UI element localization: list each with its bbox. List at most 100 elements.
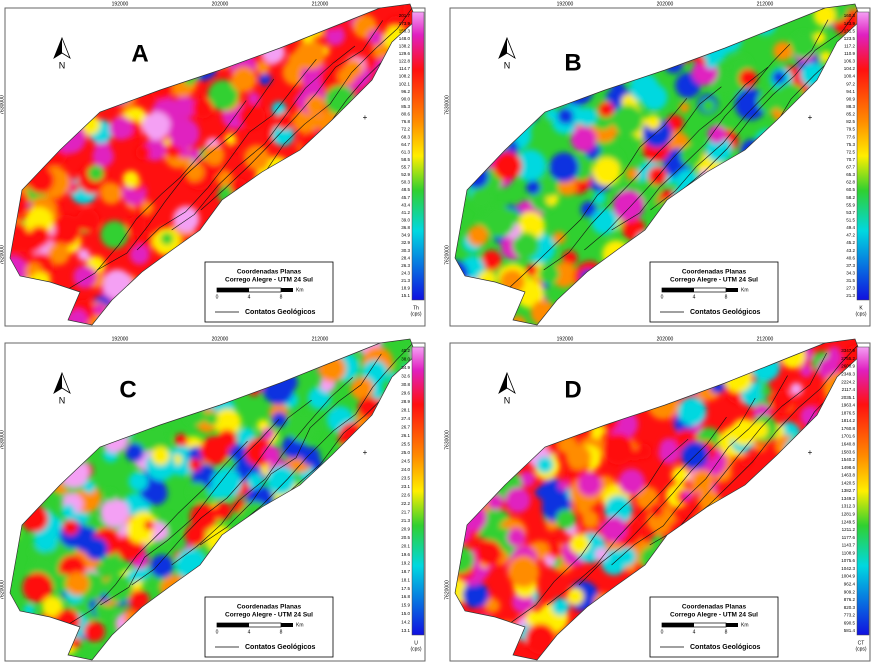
colorbar-label: 1876.5 xyxy=(841,410,855,415)
crosshair: + xyxy=(363,113,368,122)
colorbar-label: 72.2 xyxy=(401,127,410,132)
colorbar-label: 32.9 xyxy=(401,240,410,245)
colorbar-unit: (cps) xyxy=(410,311,421,317)
anomaly xyxy=(239,103,265,129)
colorbar-label: 876.2 xyxy=(844,597,856,602)
scale-label: 4 xyxy=(693,629,696,635)
anomaly xyxy=(88,165,104,181)
anomaly xyxy=(168,118,199,149)
colorbar-label: 27.3 xyxy=(846,286,855,291)
anomaly xyxy=(507,528,525,546)
north-label: N xyxy=(59,395,66,405)
scale-bar-black xyxy=(281,288,293,292)
colorbar-label: 40.6 xyxy=(846,255,855,260)
colorbar-label: 60.5 xyxy=(846,187,855,192)
crosshair: + xyxy=(363,448,368,457)
north-label: N xyxy=(504,395,511,405)
colorbar-label: 75.3 xyxy=(846,142,855,147)
scale-label: 8 xyxy=(280,629,283,635)
scale-bar-black xyxy=(726,288,738,292)
colorbar-label: 106.3 xyxy=(844,59,856,64)
anomaly xyxy=(129,472,148,491)
colorbar-label: 34.9 xyxy=(401,365,410,370)
colorbar-label: 32.6 xyxy=(401,374,410,379)
colorbar-label: 40.2 xyxy=(401,348,410,353)
colorbar-label: 20.9 xyxy=(401,526,410,531)
x-coordinate: 202000 xyxy=(657,1,674,7)
colorbar-label: 18.9 xyxy=(401,286,410,291)
colorbar-label: 160.3 xyxy=(844,13,856,18)
legend: Coordenadas PlanasCorrego Alegre - UTM 2… xyxy=(650,262,778,322)
colorbar-label: 26.3 xyxy=(401,263,410,268)
scale-bar-black xyxy=(662,288,694,292)
colorbar xyxy=(412,347,424,635)
anomaly xyxy=(558,108,574,124)
x-coordinate: 202000 xyxy=(657,336,674,342)
anomaly xyxy=(613,190,644,221)
figure: 19200020200021200076300007620000+NACoord… xyxy=(0,0,875,662)
colorbar-label: 79.5 xyxy=(846,127,855,132)
colorbar-label: 43.4 xyxy=(401,202,410,207)
anomaly xyxy=(618,469,644,495)
anomaly xyxy=(771,391,794,414)
colorbar-label: 41.2 xyxy=(401,210,410,215)
colorbar-label: 36.8 xyxy=(401,225,410,230)
anomaly xyxy=(229,142,240,153)
colorbar-label: 1814.2 xyxy=(841,418,855,423)
colorbar-label: 18.7 xyxy=(401,569,410,574)
colorbar-label: 47.2 xyxy=(846,233,855,238)
anomaly xyxy=(549,152,579,182)
anomaly xyxy=(828,346,840,358)
anomaly xyxy=(105,490,116,501)
colorbar-label: 90.0 xyxy=(401,96,410,101)
anomaly xyxy=(301,447,320,466)
anomaly xyxy=(505,487,531,513)
colorbar-label: 31.5 xyxy=(846,278,855,283)
colorbar-label: 45.2 xyxy=(846,240,855,245)
colorbar-label: 962.4 xyxy=(844,582,856,587)
colorbar-label: 2117.4 xyxy=(842,387,856,392)
scale-label: 4 xyxy=(693,294,696,300)
colorbar-unit: (cps) xyxy=(855,646,866,652)
anomaly xyxy=(760,385,772,397)
colorbar-label: 25.0 xyxy=(401,450,410,455)
contact-label: Contatos Geológicos xyxy=(245,644,316,651)
colorbar-label: 1075.6 xyxy=(841,558,855,563)
panel-letter: B xyxy=(564,49,581,76)
colorbar-label: 104.2 xyxy=(844,66,856,71)
anomaly xyxy=(189,458,202,471)
colorbar-label: 85.2 xyxy=(846,112,855,117)
anomaly xyxy=(189,148,201,160)
colorbar-label: 25.5 xyxy=(401,442,410,447)
colorbar-label: 70.7 xyxy=(846,157,855,162)
colorbar-label: 21.7 xyxy=(401,509,410,514)
anomaly xyxy=(142,112,170,140)
colorbar-label: 24.0 xyxy=(401,467,410,472)
anomaly xyxy=(578,108,597,127)
anomaly xyxy=(29,226,50,247)
colorbar-label: 28.4 xyxy=(401,255,410,260)
anomaly xyxy=(188,482,208,502)
anomaly xyxy=(552,598,569,615)
anomaly xyxy=(125,443,144,462)
colorbar-label: 1143.7 xyxy=(842,543,856,548)
x-coordinate: 192000 xyxy=(112,336,129,342)
x-coordinate: 202000 xyxy=(212,336,229,342)
anomaly xyxy=(476,540,502,566)
scale-unit: Km xyxy=(296,287,304,293)
anomaly xyxy=(73,265,96,288)
colorbar-label: 58.2 xyxy=(846,195,855,200)
y-coordinate: 7630000 xyxy=(444,95,450,115)
colorbar-label: 117.2 xyxy=(844,43,855,48)
colorbar-label: 2755.2 xyxy=(841,356,855,361)
colorbar-label: 15.0 xyxy=(401,611,410,616)
colorbar-label: 1498.6 xyxy=(841,465,855,470)
colorbar-label: 114.7 xyxy=(399,66,410,71)
anomaly xyxy=(259,73,272,86)
map-panel: 19200020200021200076300007620000+NDCoord… xyxy=(442,277,875,662)
contact-label: Contatos Geológicos xyxy=(690,644,761,651)
anomaly xyxy=(123,171,140,188)
colorbar-label: 1349.2 xyxy=(841,496,855,501)
anomaly xyxy=(800,364,813,377)
colorbar-label: 16.8 xyxy=(401,594,410,599)
